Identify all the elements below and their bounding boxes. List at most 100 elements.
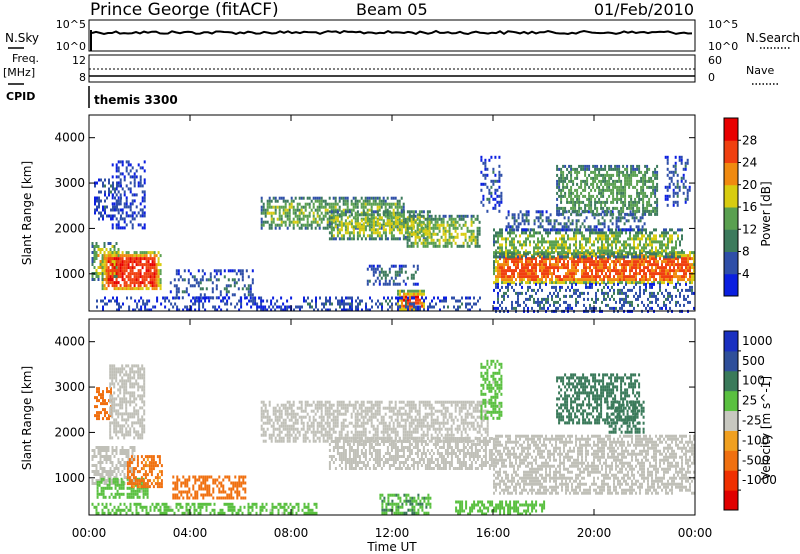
power-cell-8 xyxy=(408,238,411,242)
power-cell-6 xyxy=(352,202,355,206)
power-cell-8 xyxy=(436,244,439,248)
power-cell-8 xyxy=(470,238,473,242)
power-cell-15 xyxy=(600,182,603,186)
power-cell-15 xyxy=(612,182,615,186)
power-cell-7 xyxy=(384,210,387,214)
power-cell-6 xyxy=(304,223,307,227)
power-cell-6 xyxy=(304,226,307,230)
power-cell-15 xyxy=(612,200,615,204)
power-cell-6 xyxy=(304,202,307,206)
power-cell-0 xyxy=(91,275,94,278)
power-cell-15 xyxy=(600,191,603,195)
power-cell-15 xyxy=(576,197,579,201)
power-cell-15 xyxy=(654,191,657,195)
power-cell-13 xyxy=(651,240,653,244)
power-cell-7 xyxy=(328,216,331,220)
power-cell-15 xyxy=(578,197,581,201)
power-cell-12 xyxy=(583,278,585,282)
power-cell-12 xyxy=(513,263,515,267)
power-cell-8 xyxy=(416,241,419,245)
power-cell-15 xyxy=(646,170,649,174)
power-cell-7 xyxy=(382,210,385,214)
power-cell-15 xyxy=(624,188,627,192)
power-cell-9 xyxy=(398,273,401,277)
power-cell-1 xyxy=(131,287,134,291)
power-cell-8 xyxy=(424,223,427,227)
power-cell-8 xyxy=(422,220,425,224)
power-cell-12 xyxy=(615,266,617,270)
power-cell-15 xyxy=(570,191,573,195)
power-cell-7 xyxy=(398,222,401,226)
power-cell-4 xyxy=(251,269,254,273)
power-cell-18 xyxy=(647,297,649,301)
power-cell-11 xyxy=(465,302,467,306)
power-cell-15 xyxy=(556,185,559,189)
power-cell-12 xyxy=(515,254,517,258)
power-cell-2 xyxy=(114,196,116,200)
power-cell-12 xyxy=(501,263,503,267)
power-cell-13 xyxy=(573,237,575,241)
power-cell-18 xyxy=(585,306,587,310)
power-cell-10 xyxy=(417,292,419,296)
power-cell-13 xyxy=(607,252,609,256)
power-cell-8 xyxy=(412,214,415,218)
power-cell-7 xyxy=(404,231,407,235)
power-cell-12 xyxy=(585,269,587,273)
power-cell-12 xyxy=(595,275,597,279)
power-cell-1 xyxy=(107,281,110,285)
power-cell-12 xyxy=(579,281,581,285)
power-cell-6 xyxy=(292,199,295,203)
power-cell-2 xyxy=(116,181,118,185)
power-cell-12 xyxy=(543,272,545,276)
power-cell-7 xyxy=(402,225,405,229)
power-cell-13 xyxy=(623,243,625,247)
power-cell-13 xyxy=(671,249,673,253)
power-cell-0 xyxy=(95,254,98,257)
power-cell-6 xyxy=(366,199,369,203)
power-cell-11 xyxy=(365,305,367,309)
power-cell-6 xyxy=(368,199,371,203)
power-cell-15 xyxy=(624,173,627,177)
power-cell-7 xyxy=(394,237,397,241)
power-cell-5 xyxy=(116,308,118,312)
power-cell-12 xyxy=(603,278,605,282)
power-cell-18 xyxy=(603,285,605,289)
power-cell-7 xyxy=(356,231,359,235)
power-cell-16 xyxy=(494,191,497,195)
power-cell-13 xyxy=(515,234,517,238)
power-cell-8 xyxy=(438,238,441,242)
power-cell-13 xyxy=(567,246,569,250)
power-cell-11 xyxy=(415,305,417,309)
power-cell-14 xyxy=(621,228,624,232)
power-cell-3 xyxy=(143,199,146,203)
power-cell-14 xyxy=(517,216,520,220)
power-cell-4 xyxy=(191,275,194,279)
power-cell-13 xyxy=(633,249,635,253)
power-cell-4 xyxy=(175,287,178,291)
power-cell-13 xyxy=(625,255,627,259)
power-cell-3 xyxy=(119,199,122,203)
power-cell-12 xyxy=(581,260,583,264)
power-cell-15 xyxy=(608,176,611,180)
power-cell-12 xyxy=(655,272,657,276)
power-cell-13 xyxy=(659,234,661,238)
power-cell-12 xyxy=(669,278,671,282)
power-cell-14 xyxy=(585,228,588,232)
power-cell-6 xyxy=(332,196,335,200)
power-cell-13 xyxy=(633,237,635,241)
power-cell-12 xyxy=(595,260,597,264)
power-cell-7 xyxy=(362,225,365,229)
power-cell-8 xyxy=(414,214,417,218)
power-cell-12 xyxy=(503,269,505,273)
power-cell-3 xyxy=(139,175,142,179)
frequency-panel-frame xyxy=(88,54,696,83)
power-cell-12 xyxy=(605,272,607,276)
power-cell-6 xyxy=(296,220,299,224)
power-cell-16 xyxy=(498,203,501,207)
power-cell-12 xyxy=(645,260,647,264)
power-cell-8 xyxy=(460,232,463,236)
power-cell-11 xyxy=(407,308,409,312)
power-cell-12 xyxy=(603,251,605,255)
power-cell-6 xyxy=(286,226,289,230)
power-cell-14 xyxy=(525,216,528,220)
